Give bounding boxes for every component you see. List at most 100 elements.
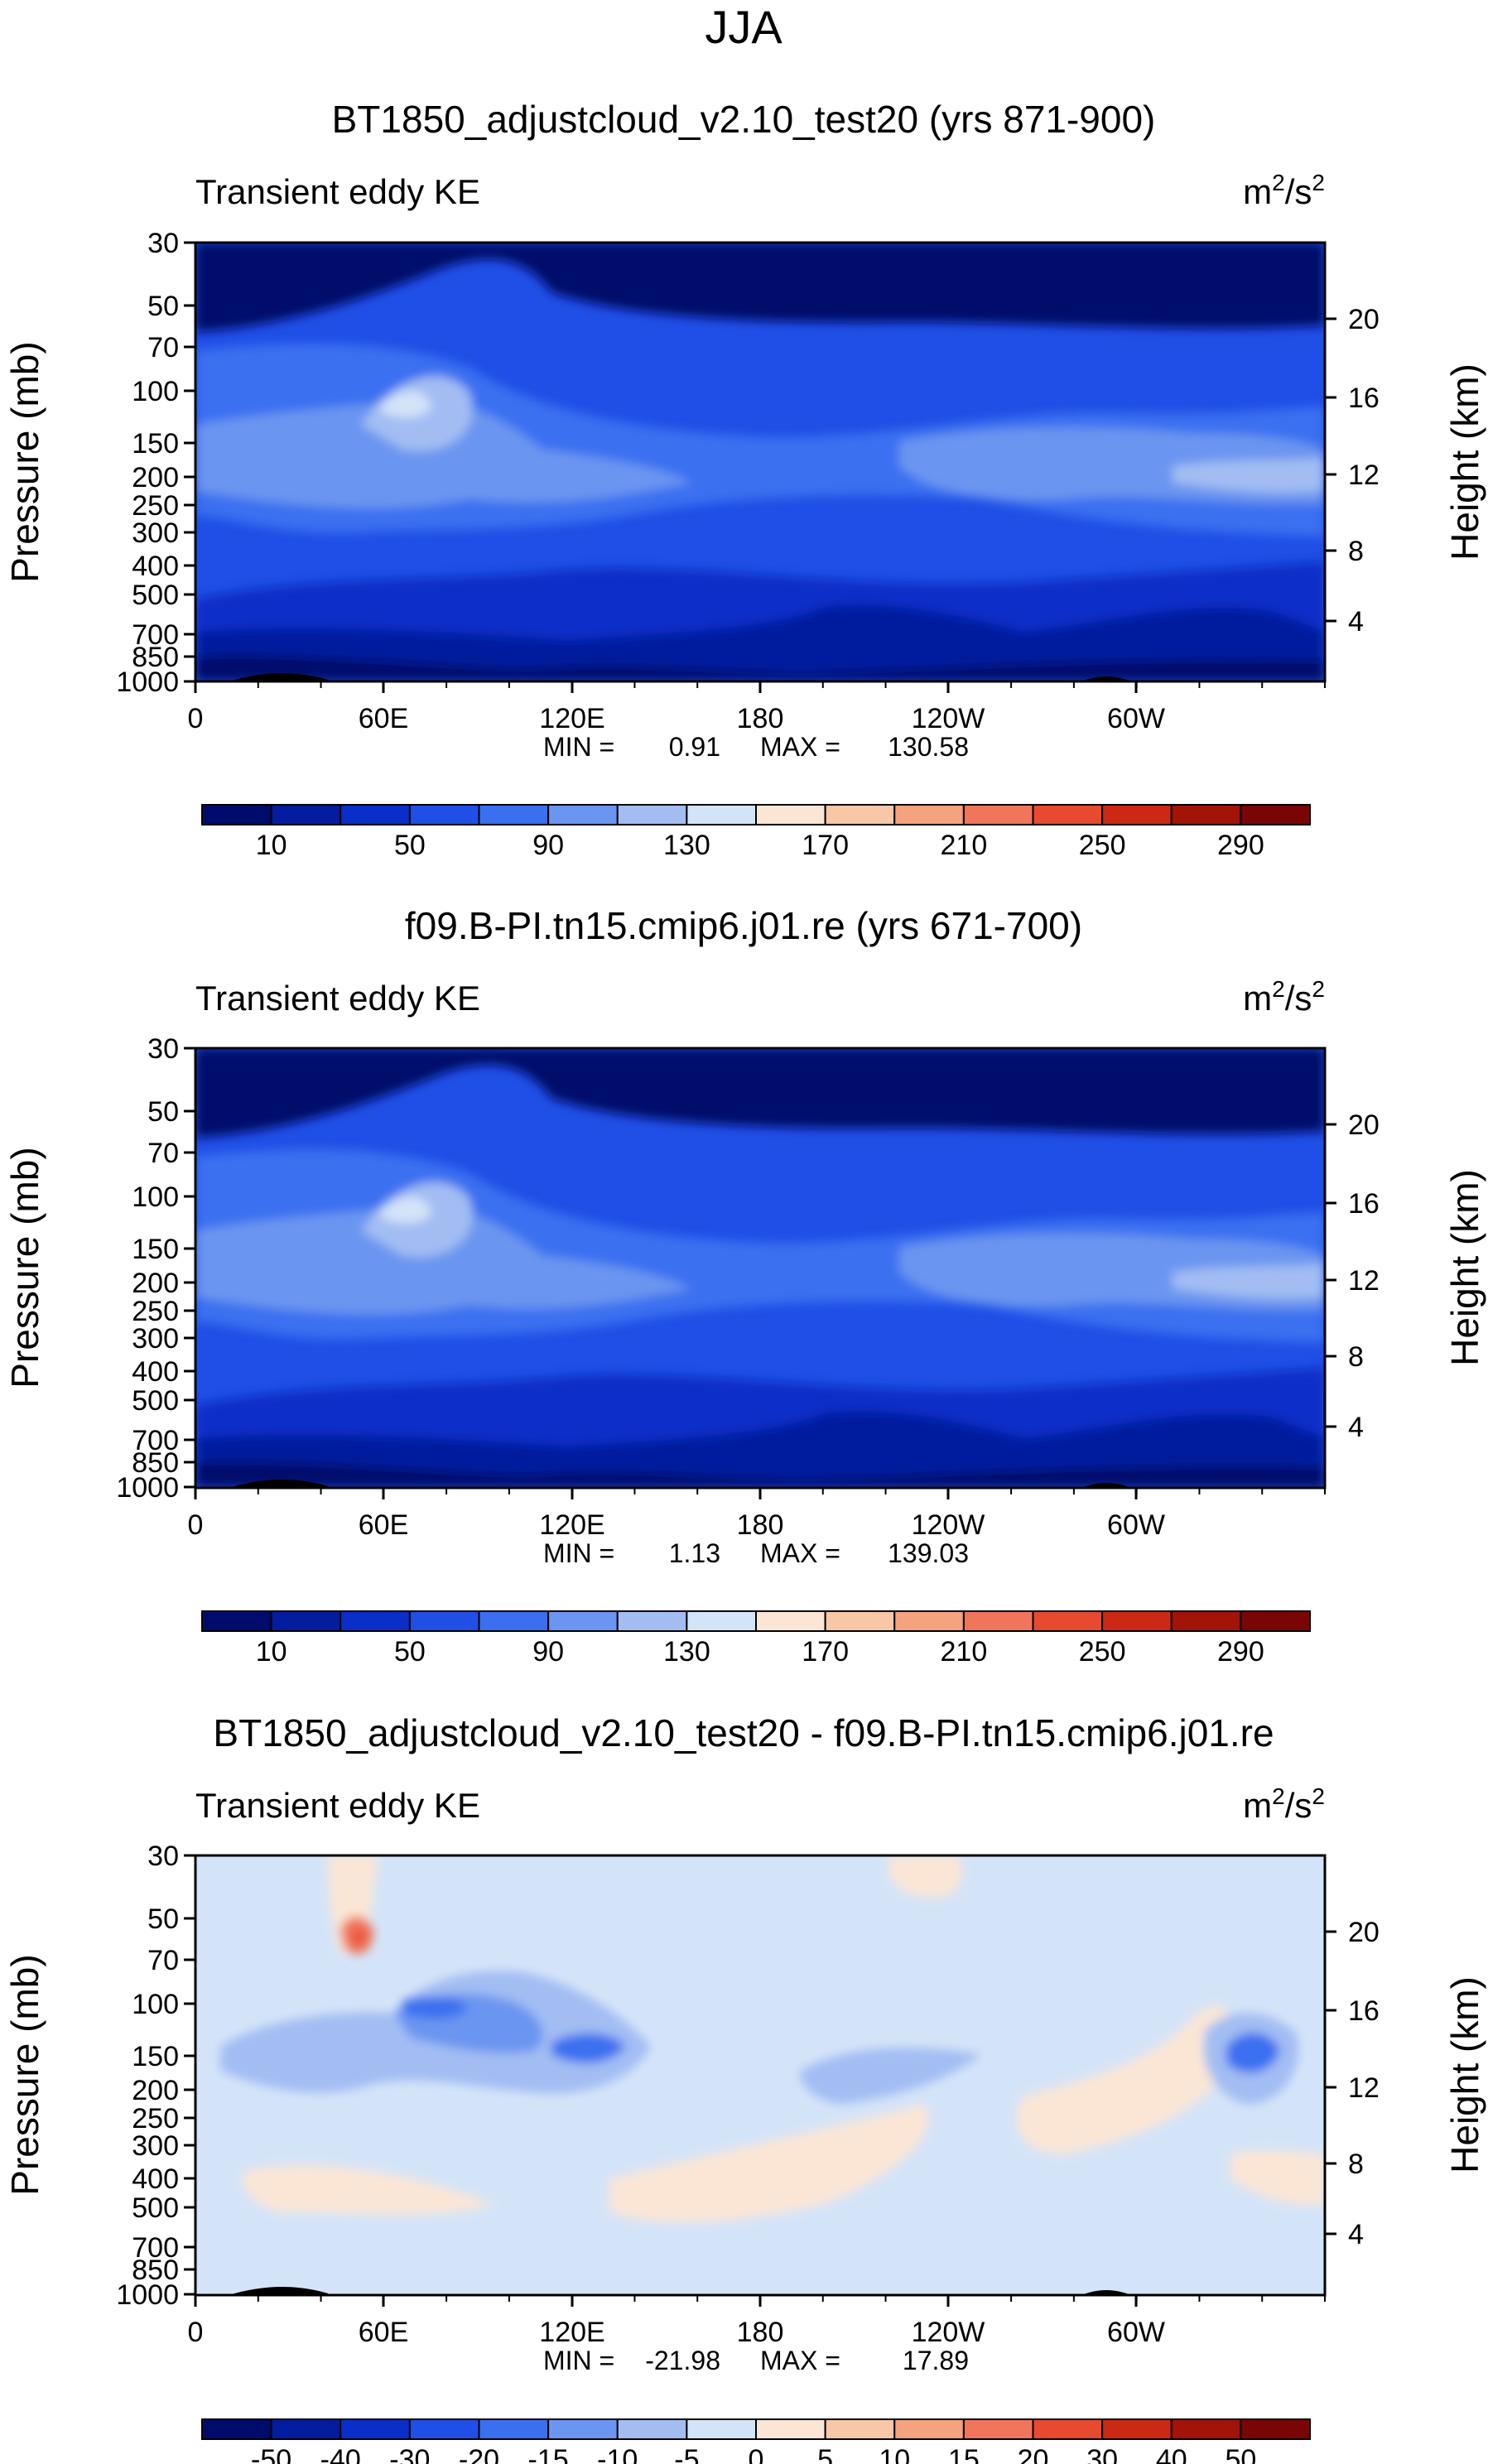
longitude-tick-label: 60E (359, 703, 409, 734)
panel-title: BT1850_adjustcloud_v2.10_test20 - f09.B-… (213, 1711, 1274, 1754)
colorbar-label: 210 (941, 830, 988, 861)
colorbar-swatch (478, 804, 550, 825)
height-tick-label: 4 (1348, 2219, 1364, 2250)
colorbar-label: 170 (802, 830, 849, 861)
colorbar-label: 130 (663, 830, 710, 861)
pressure-tick-label: 250 (132, 490, 179, 522)
colorbar-swatch (270, 804, 342, 825)
colorbar: 10 50 90 130 170 210 250 290 (201, 1610, 1311, 1668)
pressure-tick-label: 1000 (116, 1472, 179, 1504)
colorbar-label: 30 (1086, 2444, 1118, 2464)
colorbar-swatch (1170, 2418, 1242, 2440)
colorbar-swatch (616, 804, 688, 825)
contour-region (609, 2104, 928, 2223)
colorbar-label: -20 (459, 2444, 499, 2464)
colorbar-swatch (547, 2418, 619, 2440)
colorbar-swatch (270, 1610, 342, 1632)
colorbar-swatch (339, 2418, 411, 2440)
colorbar-swatch (1240, 1610, 1311, 1632)
colorbar: 10 50 90 130 170 210 250 290 (201, 804, 1311, 861)
y2-axis-title: Height (km) (1443, 1976, 1486, 2173)
stats-min-value: 1.13 (669, 1538, 720, 1568)
pressure-tick-label: 700 (132, 619, 179, 651)
contour-shapes (195, 243, 1325, 681)
panel-variable-label: Transient eddy KE (195, 979, 480, 1018)
colorbar-label: 10 (256, 1636, 287, 1668)
y2-axis-title: Height (km) (1443, 363, 1486, 561)
topography (229, 672, 328, 681)
y-axis-title: Pressure (mb) (3, 341, 46, 582)
longitude-tick-label: 120E (539, 703, 604, 734)
colorbar-label: 10 (256, 830, 287, 861)
colorbar-label: 15 (948, 2444, 980, 2464)
stats-max-value: 139.03 (888, 1538, 969, 1568)
longitude-tick-label: 120W (912, 703, 985, 734)
colorbar-label: 50 (394, 1636, 426, 1668)
contour-shapes (220, 1855, 1325, 2223)
colorbar-label: 250 (1079, 830, 1126, 861)
colorbar-label: 40 (1156, 2444, 1187, 2464)
pressure-tick-label: 30 (147, 1033, 179, 1065)
contour-region (888, 1855, 962, 1898)
contour-region (195, 1206, 692, 1315)
pressure-tick-label: 700 (132, 1425, 179, 1456)
colorbar-label: -40 (320, 2444, 361, 2464)
longitude-tick-label: 120E (539, 1509, 604, 1541)
colorbar-swatch (1240, 804, 1311, 825)
contour-region (195, 655, 1325, 681)
colorbar-swatch (478, 1610, 550, 1632)
colorbar-swatch (408, 1610, 480, 1632)
height-tick-label: 16 (1348, 1188, 1380, 1220)
colorbar-swatch (1240, 2418, 1311, 2440)
contour-region (1226, 2032, 1280, 2073)
contour-region (402, 1996, 469, 2019)
height-tick-label: 8 (1348, 536, 1364, 567)
colorbar-swatch (201, 2418, 272, 2440)
stats-max-value: 17.89 (903, 2346, 969, 2375)
colorbar-swatch (893, 2418, 965, 2440)
colorbar-label: 90 (532, 830, 564, 861)
units-exponent: 2 (1272, 976, 1285, 1002)
height-tick-label: 20 (1348, 304, 1380, 335)
colorbar-swatch (962, 1610, 1034, 1632)
units-per: /s (1285, 172, 1312, 211)
panel-title: f09.B-PI.tn15.cmip6.j01.re (yrs 671-700) (405, 904, 1082, 947)
stats-min-value: -21.98 (645, 2346, 720, 2375)
pressure-tick-label: 200 (132, 1268, 179, 1299)
colorbar-label: 250 (1079, 1636, 1126, 1668)
contour-region (378, 391, 431, 418)
stats-min-label: MIN = (543, 1538, 614, 1568)
colorbar-swatch (755, 2418, 826, 2440)
colorbar-swatch (1032, 1610, 1104, 1632)
longitude-tick-label: 0 (188, 703, 204, 734)
height-tick-label: 8 (1348, 1341, 1364, 1373)
colorbar-swatch (339, 1610, 411, 1632)
longitude-tick-label: 60E (359, 1509, 409, 1541)
colorbar-swatch (408, 804, 480, 825)
units-per: /s (1285, 1786, 1312, 1825)
panel-1: BT1850_adjustcloud_v2.10_test20 (yrs 871… (3, 98, 1486, 861)
colorbar-label: 50 (394, 830, 426, 861)
colorbar-swatch (408, 2418, 480, 2440)
colorbar-swatch (339, 804, 411, 825)
units-base: m (1243, 172, 1272, 211)
contour-region (1173, 458, 1325, 493)
pressure-tick-label: 100 (132, 1181, 179, 1213)
units-exponent: 2 (1312, 976, 1325, 1002)
pressure-tick-label: 70 (147, 1138, 179, 1169)
height-tick-label: 12 (1348, 2072, 1380, 2104)
units-exponent: 2 (1272, 170, 1285, 195)
colorbar-swatch (1032, 2418, 1104, 2440)
stats-min-label: MIN = (543, 732, 614, 762)
pressure-tick-label: 850 (132, 642, 179, 673)
longitude-tick-label: 0 (188, 2317, 204, 2348)
pressure-tick-label: 150 (132, 1234, 179, 1265)
y-axis-title: Pressure (mb) (3, 1954, 46, 2195)
colorbar-swatch (824, 1610, 896, 1632)
colorbar-swatch (686, 804, 757, 825)
pressure-tick-label: 100 (132, 1989, 179, 2020)
colorbar-label: 50 (1225, 2444, 1256, 2464)
colorbar-label: 20 (1018, 2444, 1049, 2464)
units-base: m (1243, 979, 1272, 1018)
